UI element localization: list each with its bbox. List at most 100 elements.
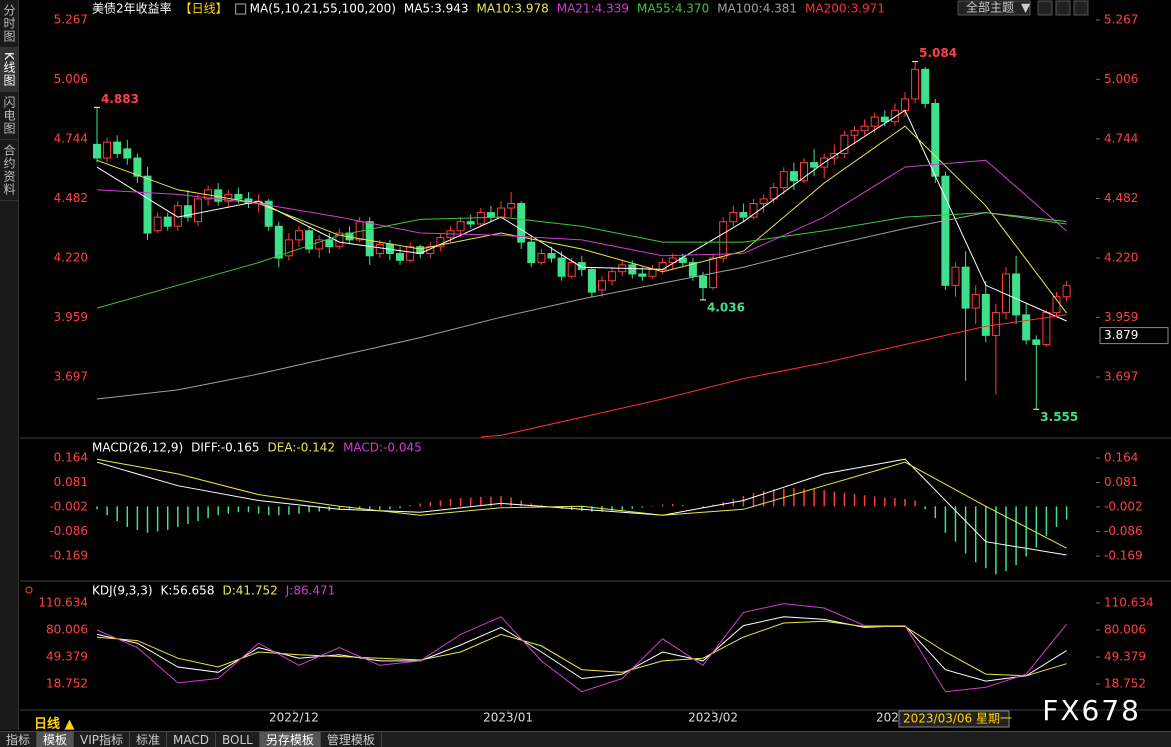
candle-body	[890, 109, 899, 123]
candle-body	[840, 134, 849, 154]
legend-entry: MACD:-0.045	[343, 441, 422, 455]
toolbar-icon[interactable]	[1073, 0, 1089, 16]
candle-body	[719, 221, 728, 259]
candle-body	[557, 257, 566, 277]
candle-body	[800, 162, 808, 182]
bottom-tab[interactable]: VIP指标	[74, 732, 131, 747]
toolbar-icon[interactable]	[1055, 0, 1071, 16]
extreme-label: 3.555	[1040, 410, 1078, 424]
y-tick-label: 0.081	[54, 475, 88, 489]
candle-body	[396, 253, 404, 261]
bottom-tab[interactable]: 管理模板	[321, 732, 382, 747]
x-tick-label: 2022/12	[269, 711, 319, 725]
y-tick-label-right: 80.006	[1104, 622, 1146, 636]
legend-entry: DIFF:-0.165	[191, 441, 259, 455]
indicator-line	[96, 620, 1067, 677]
toolbar-icon[interactable]	[1037, 0, 1053, 16]
theme-button[interactable]	[957, 0, 1031, 16]
candle-body	[587, 268, 596, 293]
candle-body	[951, 266, 960, 286]
y-tick-label-right: 3.697	[1104, 369, 1138, 383]
extreme-label: 5.084	[919, 46, 957, 60]
bottom-tab[interactable]: MACD	[167, 732, 217, 747]
y-tick-label-right: 4.482	[1104, 191, 1138, 205]
candle-body	[133, 157, 142, 177]
candle-body	[850, 130, 859, 136]
y-tick-label-right: 18.752	[1104, 677, 1146, 691]
candle-body	[466, 221, 475, 225]
candle-body	[194, 198, 202, 223]
period-selector[interactable]: 日线 ▲	[34, 717, 75, 732]
theme-button-label[interactable]: 全部主题	[966, 0, 1014, 15]
indicator-line	[96, 458, 1067, 556]
y-tick-label: 49.379	[46, 649, 88, 663]
candle-body	[810, 162, 819, 168]
y-tick-label: -0.002	[49, 499, 88, 513]
candle-body	[608, 271, 617, 282]
candle-body	[305, 230, 314, 250]
cursor-date: 2023/03/06 星期一	[903, 712, 1012, 726]
sidebar-tab[interactable]: 闪电图	[0, 92, 18, 140]
legend-entry: D:41.752	[222, 584, 277, 598]
legend-entry: J:86.471	[285, 584, 336, 598]
candle-body	[911, 68, 920, 100]
legend-entry: MA200:3.971	[805, 2, 885, 16]
indicator-icon[interactable]	[25, 586, 33, 594]
y-tick-label: 0.164	[54, 451, 88, 465]
chart-title: KDJ(9,3,3)	[92, 584, 153, 598]
candle-body	[274, 225, 283, 259]
candle-body	[163, 216, 172, 227]
candle-body	[860, 125, 869, 132]
y-tick-label: -0.086	[49, 524, 88, 538]
legend-entry: MA55:4.370	[637, 2, 709, 16]
candle-body	[789, 171, 798, 182]
sidebar-tab[interactable]: 分时图	[0, 0, 18, 48]
candle-body	[648, 268, 657, 277]
candle-body	[577, 262, 586, 270]
extreme-label: 4.036	[707, 300, 745, 314]
candle-body	[739, 212, 748, 218]
y-tick-label-right: -0.086	[1104, 524, 1143, 538]
candle-body	[183, 205, 192, 218]
bottom-tab[interactable]: 指标	[0, 732, 38, 747]
watermark: FX678	[1042, 694, 1141, 727]
candle-body	[264, 200, 273, 227]
indicator-line	[96, 212, 1067, 400]
y-tick-label: -0.169	[49, 549, 88, 563]
sidebar-tab[interactable]: K线图	[0, 48, 18, 92]
y-tick-label: 3.697	[54, 369, 88, 383]
y-tick-label-right: -0.169	[1104, 549, 1143, 563]
candle-body	[497, 207, 505, 218]
sidebar-tab[interactable]: 合约资料	[0, 140, 18, 201]
period-label[interactable]: 日线	[34, 717, 61, 732]
bottom-tab[interactable]: 另存模板	[259, 732, 321, 747]
candle-body	[436, 237, 445, 248]
candle-body	[1002, 273, 1010, 314]
y-tick-label-right: 0.081	[1104, 475, 1138, 489]
candle-body	[880, 116, 889, 123]
chart-title: 美债2年收益率	[92, 1, 172, 16]
period-tag: 【日线】	[180, 2, 228, 16]
candle-body	[375, 243, 384, 255]
candle-body	[1042, 312, 1051, 345]
bottom-tab[interactable]: BOLL	[216, 732, 260, 747]
candle-body	[971, 293, 980, 309]
legend-icon	[235, 3, 247, 15]
y-tick-label: 4.482	[54, 191, 88, 205]
y-tick-label-right: -0.002	[1104, 499, 1143, 513]
bottom-tab[interactable]: 标准	[130, 732, 168, 747]
x-tick-label: 2023/02	[688, 711, 738, 725]
y-tick-label: 110.634	[38, 595, 88, 609]
candle-body	[921, 68, 930, 104]
candle-body	[699, 275, 707, 289]
y-tick-label-right: 110.634	[1104, 595, 1154, 609]
bottom-tab[interactable]: 模板	[37, 732, 75, 747]
legend-entry: MA21:4.339	[557, 2, 629, 16]
x-tick-label: 2023/01	[483, 711, 533, 725]
legend-entry: DEA:-0.142	[268, 441, 336, 455]
cursor-value: 3.879	[1104, 328, 1138, 342]
y-tick-label-right: 4.220	[1104, 251, 1138, 265]
candle-body	[941, 175, 950, 286]
candle-body	[103, 141, 112, 159]
